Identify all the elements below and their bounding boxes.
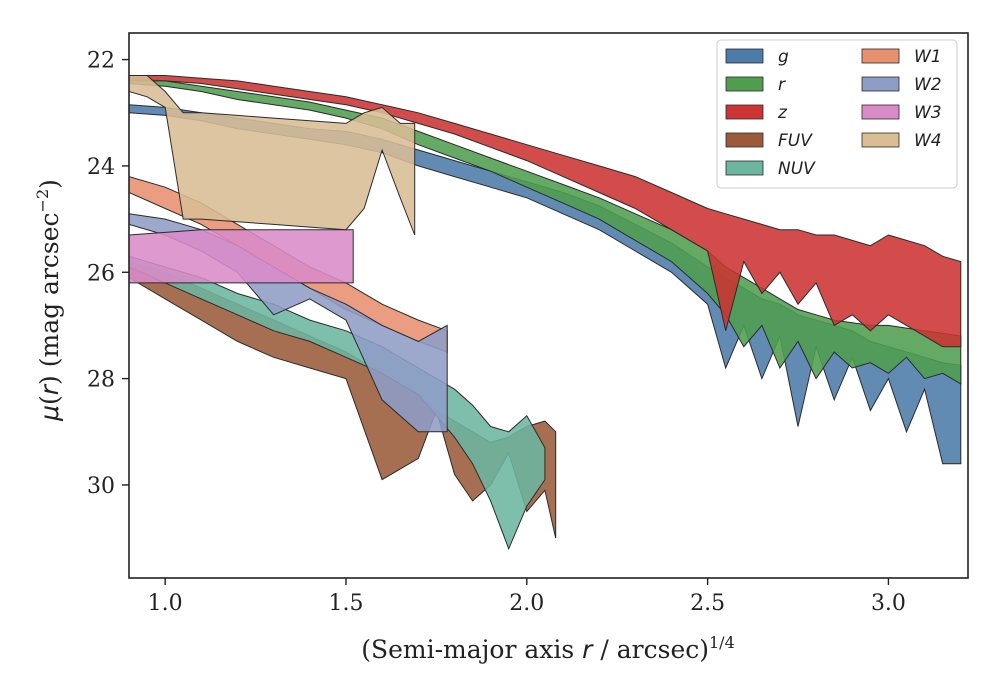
legend-swatch-z xyxy=(725,104,764,120)
y-axis: 22 24 26 28 30 xyxy=(87,49,129,499)
x-tick-label: 1.0 xyxy=(148,591,183,616)
x-tick-label: 1.5 xyxy=(328,591,363,616)
legend-label-fuv: FUV xyxy=(778,131,813,151)
legend-label-w3: W3 xyxy=(914,103,942,123)
legend-label-r: r xyxy=(778,75,786,95)
y-tick-label: 22 xyxy=(87,49,115,74)
series-areas xyxy=(129,75,962,551)
legend-swatch-w4 xyxy=(861,132,900,148)
legend-swatch-w2 xyxy=(861,76,900,92)
legend-swatch-r xyxy=(725,76,764,92)
x-tick-label: 3.0 xyxy=(871,591,906,616)
x-tick-label: 2.0 xyxy=(509,591,544,616)
series-band-r xyxy=(129,77,962,385)
legend-swatch-w3 xyxy=(861,104,900,120)
series-band-nuv xyxy=(129,255,546,551)
y-tick-label: 26 xyxy=(87,261,115,286)
series-band-z xyxy=(129,75,962,348)
plot-frame xyxy=(128,32,969,579)
x-axis: 1.0 1.5 2.0 2.5 3.0 xyxy=(148,578,906,616)
legend-swatch-w1 xyxy=(861,48,900,64)
legend-label-w1: W1 xyxy=(914,47,942,67)
legend-label-z: z xyxy=(777,103,788,123)
legend-label-g: g xyxy=(778,47,789,67)
y-axis-label: μ(r) (mag arcsec−2) xyxy=(33,179,64,422)
y-tick-label: 30 xyxy=(87,474,115,499)
legend-swatch-nuv xyxy=(725,160,764,176)
legend-swatch-fuv xyxy=(725,132,764,148)
legend: grz FUV NUV W1 W2 W3 W4 xyxy=(716,39,958,189)
legend-label-nuv: NUV xyxy=(778,159,816,179)
series-band-w4 xyxy=(129,75,416,236)
x-tick-label: 2.5 xyxy=(690,591,725,616)
y-tick-label: 24 xyxy=(87,155,115,180)
x-axis-label: (Semi-major axis r / arcsec)1/4 xyxy=(361,633,735,664)
legend-label-w4: W4 xyxy=(914,131,942,151)
y-tick-label: 28 xyxy=(87,368,115,393)
legend-label-w2: W2 xyxy=(914,75,942,95)
legend-swatch-g xyxy=(725,48,764,64)
series-band-w3 xyxy=(129,229,354,284)
